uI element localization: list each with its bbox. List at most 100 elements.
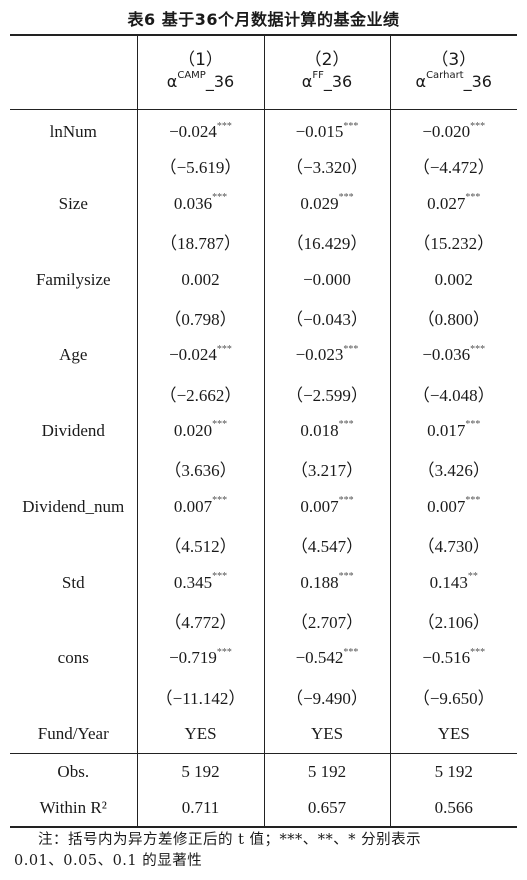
coef-value: −0.024 — [169, 122, 217, 142]
coef-value: −0.542 — [295, 648, 344, 668]
t-value: （3.636） — [136, 450, 264, 488]
t-value: （3.217） — [263, 450, 390, 488]
obs-row: Obs. 5 192 5 192 5 192 — [10, 753, 517, 791]
header-blank — [10, 34, 137, 110]
row-label: Obs. — [57, 761, 90, 781]
header-col-1: （1） αCAMP_36 — [136, 34, 264, 110]
significance-stars: *** — [216, 646, 232, 658]
t-value: （2.707） — [263, 601, 390, 640]
t-value: （−4.048） — [389, 374, 517, 413]
coef-cell: 0.020*** — [136, 412, 264, 451]
significance-stars: *** — [212, 192, 228, 204]
coef-row: lnNum −0.024*** −0.015*** −0.020*** — [10, 109, 517, 147]
col-alpha-sup: FF — [312, 69, 324, 81]
cell-value: 0.657 — [263, 790, 390, 829]
cell-value: YES — [389, 715, 517, 754]
coef-value: −0.036 — [422, 345, 471, 365]
t-value: （0.800） — [389, 298, 517, 337]
tstat-row: （4.512） （4.547） （4.730） — [10, 525, 517, 564]
significance-stars: *** — [212, 495, 228, 507]
coef-value: 0.345 — [173, 572, 213, 592]
significance-stars: *** — [343, 343, 359, 355]
coef-cell: 0.029*** — [263, 184, 390, 223]
significance-stars: *** — [338, 495, 354, 507]
coef-cell: 0.002 — [389, 260, 517, 299]
t-value: （3.426） — [389, 450, 517, 488]
t-value: （−0.043） — [263, 298, 390, 337]
t-value: （−9.650） — [389, 677, 517, 716]
significance-stars: *** — [343, 646, 359, 658]
significance-stars: *** — [338, 570, 354, 582]
coef-value: 0.027 — [427, 193, 466, 213]
coef-value: 0.029 — [300, 193, 339, 213]
coef-cell: −0.024*** — [136, 109, 264, 147]
row-label-empty — [10, 298, 137, 336]
tstat-row: （0.798） （−0.043） （0.800） — [10, 298, 517, 337]
row-label-empty — [10, 677, 137, 715]
significance-stars: *** — [343, 120, 359, 132]
t-value: （−9.490） — [263, 677, 390, 716]
coef-value: −0.000 — [303, 269, 351, 289]
table-title: 表6 基于36个月数据计算的基金业绩 — [127, 10, 400, 29]
row-label: Familysize — [35, 269, 111, 289]
t-value: （4.772） — [136, 601, 264, 640]
coef-value: 0.007 — [427, 496, 466, 516]
coef-value: 0.017 — [427, 421, 466, 441]
row-label-empty — [10, 147, 137, 185]
row-label: Size — [58, 193, 88, 213]
coef-value: 0.007 — [173, 496, 213, 516]
t-value: （−11.142） — [136, 677, 264, 716]
row-label: cons — [57, 648, 89, 668]
significance-stars: *** — [465, 192, 481, 204]
cell-value: 0.711 — [136, 790, 264, 829]
t-value: （−5.619） — [136, 146, 264, 185]
results-table: （1） αCAMP_36 （2） αFF_36 （3） αCarhart_36 … — [10, 34, 517, 829]
significance-stars: *** — [216, 120, 232, 132]
note-line-2: 0.01、0.05、0.1 的显著性 — [14, 853, 203, 869]
note-line-1: 注：括号内为异方差修正后的 t 值；***、**、* 分别表示 — [38, 832, 422, 848]
coef-cell: −0.024*** — [136, 336, 264, 375]
significance-stars: *** — [212, 570, 228, 582]
within-r2-row: Within R² 0.711 0.657 0.566 — [10, 790, 517, 829]
t-value: （0.798） — [136, 298, 264, 337]
table-note: 注：括号内为异方差修正后的 t 值；***、**、* 分别表示 0.01、0.0… — [14, 830, 519, 872]
coef-cell: 0.345*** — [136, 563, 264, 602]
col-suffix: _36 — [463, 71, 492, 91]
significance-stars: *** — [465, 495, 481, 507]
coef-cell: −0.719*** — [136, 639, 264, 678]
coef-value: 0.002 — [181, 269, 220, 289]
coef-cell: −0.015*** — [263, 109, 390, 147]
coef-value: 0.002 — [434, 269, 473, 289]
col-number: （1） — [178, 49, 223, 70]
significance-stars: *** — [470, 343, 486, 355]
coef-cell: 0.002 — [136, 260, 264, 299]
coef-value: −0.719 — [169, 648, 217, 668]
row-label-empty — [10, 374, 137, 412]
coef-row: cons −0.719*** −0.542*** −0.516*** — [10, 639, 517, 678]
tstat-row: （−5.619） （−3.320） （−4.472） — [10, 146, 517, 185]
significance-stars: *** — [470, 646, 486, 658]
t-value: （−2.599） — [263, 374, 390, 413]
coef-value: 0.020 — [173, 421, 213, 441]
cell-value: 5 192 — [263, 753, 390, 791]
coef-cell: 0.027*** — [389, 184, 517, 223]
row-label-empty — [10, 223, 137, 261]
cell-value: YES — [263, 715, 390, 754]
coef-value: 0.007 — [300, 496, 339, 516]
coef-value: −0.024 — [169, 345, 217, 365]
significance-stars: ** — [467, 570, 478, 582]
header-row: （1） αCAMP_36 （2） αFF_36 （3） αCarhart_36 — [10, 34, 517, 110]
coef-cell: −0.516*** — [389, 639, 517, 678]
t-value: （−4.472） — [389, 146, 517, 185]
col-suffix: _36 — [323, 71, 353, 91]
coef-value: 0.143 — [429, 572, 468, 592]
table-body: lnNum −0.024*** −0.015*** −0.020*** （−5.619）… — [10, 109, 517, 754]
coef-cell: 0.188*** — [263, 563, 390, 602]
t-value: （−3.320） — [263, 146, 390, 185]
header-col-3: （3） αCarhart_36 — [389, 34, 517, 110]
coef-value: 0.018 — [300, 421, 339, 441]
t-value: （16.429） — [263, 222, 390, 261]
tstat-row: （4.772） （2.707） （2.106） — [10, 601, 517, 640]
coef-cell: 0.007*** — [263, 487, 390, 526]
col-alpha-sup: Carhart — [426, 69, 464, 81]
